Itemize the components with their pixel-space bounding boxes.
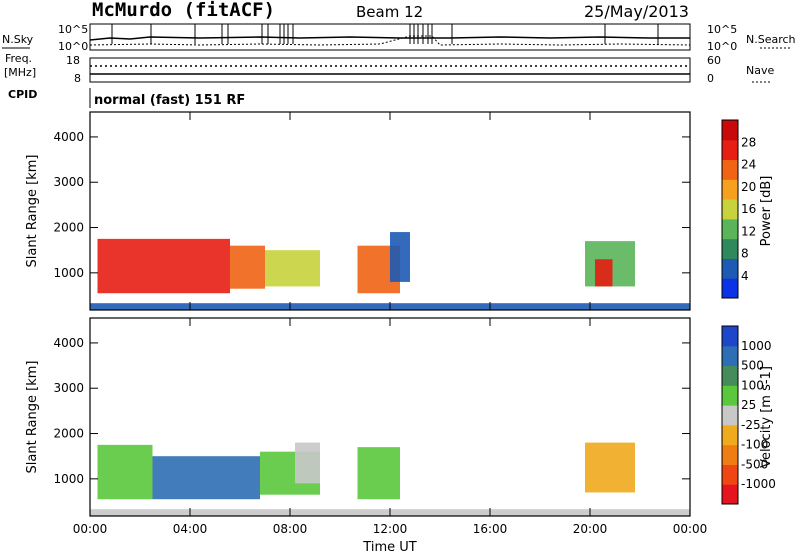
power-y-axis-label: Slant Range [km]: [25, 155, 40, 268]
x-tick-label-0: 00:00: [73, 522, 108, 536]
heatmap-cell-5: [585, 442, 635, 493]
heatmap-cell-4: [357, 447, 400, 500]
colorbar-segment-6: [722, 159, 738, 180]
noise-tick-high-left: 10^5: [58, 23, 88, 36]
heatmap-cell-1: [152, 456, 260, 500]
power-colorbar: 4 8 12 16 20 24 28: [721, 119, 756, 299]
x-tick-label-4: 16:00: [473, 522, 508, 536]
nave-label: Nave: [746, 64, 774, 77]
power-x-ticks: [89, 112, 691, 310]
colorbar-segment-8: [722, 326, 738, 347]
velocity-colorbar: -1000 -500 -100 -25 25 100 500 1000: [721, 325, 776, 505]
y-tick-label-1: 2000: [53, 427, 84, 441]
colorbar-frame: [721, 325, 739, 505]
noise-sky-line: [89, 36, 690, 41]
power-panel: 1000 2000 3000 4000 Slant Range [km] 4 8 12 16…: [25, 111, 774, 311]
colorbar-tick-6: 28: [741, 135, 756, 149]
velocity-panel: 1000 2000 3000 4000 00:00 04:00 08:00 12:00 16:…: [25, 317, 776, 536]
colorbar-tick-6: 500: [741, 359, 764, 373]
noise-search-label: N.Search: [746, 33, 796, 46]
heatmap-cell-6: [595, 259, 613, 287]
nave-tick-high: 60: [707, 54, 721, 67]
colorbar-segment-2: [722, 238, 738, 259]
colorbar-segment-1: [722, 258, 738, 279]
noise-tick-high-right: 10^5: [707, 23, 737, 36]
colorbar-segment-0: [722, 278, 738, 299]
x-tick-label-5: 20:00: [573, 522, 608, 536]
colorbar-segment-5: [722, 179, 738, 200]
colorbar-tick-0: -1000: [741, 477, 776, 491]
colorbar-tick-7: 1000: [741, 339, 772, 353]
heatmap-cell-0: [97, 444, 153, 500]
colorbar-segment-7: [722, 139, 738, 161]
colorbar-tick-2: 12: [741, 224, 756, 238]
power-y-axis: 1000 2000 3000 4000: [53, 130, 690, 280]
heatmap-cell-4: [390, 232, 410, 282]
y-tick-label-0: 1000: [53, 472, 84, 486]
colorbar-tick-0: 4: [741, 269, 749, 283]
colorbar-segment-8: [722, 120, 738, 141]
freq-tick-high: 18: [66, 54, 80, 67]
cpid-panel: CPID normal (fast) 151 RF: [8, 88, 245, 108]
nave-tick-low: 0: [707, 72, 714, 85]
y-tick-label-3: 4000: [53, 130, 84, 144]
colorbar-tick-5: 100: [741, 378, 764, 392]
colorbar-tick-4: 25: [741, 398, 756, 412]
colorbar-segment-3: [722, 218, 738, 240]
velocity-x-axis: 00:00 04:00 08:00 12:00 16:00 20:00 00:00: [73, 318, 708, 536]
colorbar-tick-1: -500: [741, 457, 768, 471]
heatmap-cell-2: [265, 250, 320, 287]
x-tick-label-6: 00:00: [673, 522, 708, 536]
cpid-mode-text: normal (fast) 151 RF: [94, 93, 245, 108]
noise-tick-low-right: 10^0: [707, 40, 737, 53]
freq-label: Freq.: [5, 52, 32, 65]
colorbar-segment-4: [722, 405, 738, 426]
power-colorbar-label: Power [dB]: [759, 176, 774, 247]
y-tick-label-0: 1000: [53, 266, 84, 280]
colorbar-frame: [721, 119, 739, 299]
velocity-colorbar-label: Velocity [m s-1]: [759, 366, 774, 468]
y-tick-label-2: 3000: [53, 381, 84, 395]
y-tick-label-2: 3000: [53, 175, 84, 189]
colorbar-segment-3: [722, 424, 738, 446]
heatmap-cell-1: [230, 245, 265, 289]
colorbar-segment-4: [722, 199, 738, 220]
colorbar-tick-4: 20: [741, 180, 756, 194]
x-tick-label-3: 12:00: [373, 522, 408, 536]
colorbar-tick-1: 8: [741, 247, 749, 261]
freq-unit-label: [MHz]: [4, 66, 36, 79]
velocity-y-axis-label: Slant Range [km]: [25, 361, 40, 474]
colorbar-tick-2: -100: [741, 438, 768, 452]
x-tick-label-2: 08:00: [273, 522, 308, 536]
beam-title: Beam 12: [356, 3, 423, 21]
station-title: McMurdo (fitACF): [92, 0, 275, 21]
y-tick-label-3: 4000: [53, 336, 84, 350]
colorbar-segment-7: [722, 345, 738, 367]
colorbar-segment-1: [722, 464, 738, 485]
freq-tick-low: 8: [74, 72, 81, 85]
colorbar-segment-6: [722, 365, 738, 386]
colorbar-segment-2: [722, 444, 738, 465]
time-axis-label: Time UT: [362, 540, 416, 554]
colorbar-segment-5: [722, 385, 738, 406]
colorbar-tick-3: 16: [741, 202, 756, 216]
heatmap-cell-3: [295, 442, 320, 484]
noise-sky-label: N.Sky: [2, 33, 34, 46]
colorbar-tick-3: -25: [741, 418, 761, 432]
date-title: 25/May/2013: [584, 2, 689, 21]
cpid-label: CPID: [8, 88, 37, 101]
heatmap-cell-0: [97, 238, 230, 294]
colorbar-tick-5: 24: [741, 158, 756, 172]
noise-tick-low-left: 10^0: [58, 40, 88, 53]
colorbar-segment-0: [722, 484, 738, 505]
velocity-y-axis: 1000 2000 3000 4000: [53, 336, 690, 486]
frequency-panel: Freq. [MHz] Nave 18 8 60 0: [4, 52, 774, 85]
noise-panel: N.Sky N.Search 10^5 10^0 10^5 10^0: [2, 23, 796, 53]
x-tick-label-1: 04:00: [173, 522, 208, 536]
y-tick-label-1: 2000: [53, 221, 84, 235]
